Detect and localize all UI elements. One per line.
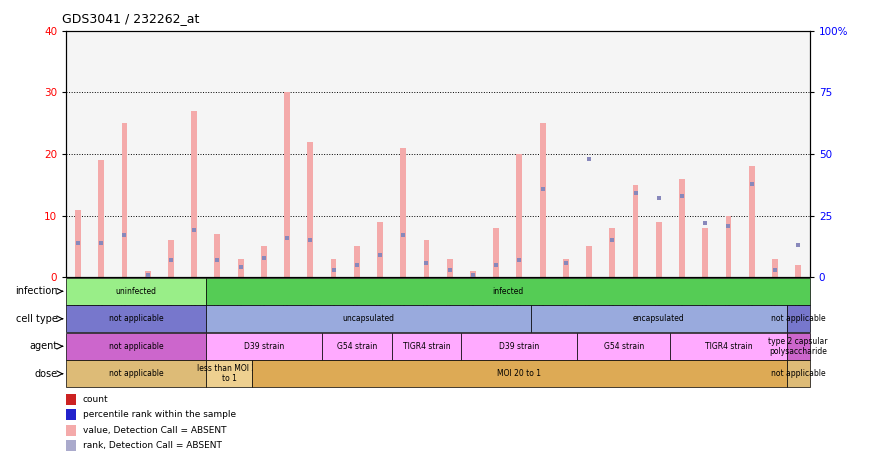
Bar [354, 246, 359, 277]
Text: not applicable: not applicable [109, 314, 164, 323]
Bar [447, 259, 452, 277]
Bar [238, 259, 243, 277]
Text: encapsulated: encapsulated [633, 314, 685, 323]
Bar [563, 259, 569, 277]
Text: G54 strain: G54 strain [604, 342, 644, 351]
Bar [191, 111, 197, 277]
Bar [66, 440, 76, 451]
Bar [66, 425, 76, 436]
Bar [586, 246, 592, 277]
Bar [656, 222, 662, 277]
Bar [610, 228, 615, 277]
Bar [168, 240, 173, 277]
Bar [377, 222, 383, 277]
Bar [145, 271, 150, 277]
Text: not applicable: not applicable [771, 314, 826, 323]
Bar [679, 179, 685, 277]
Text: count: count [83, 395, 108, 404]
Text: uninfected: uninfected [116, 287, 157, 296]
Bar [98, 160, 104, 277]
Text: type 2 capsular
polysaccharide: type 2 capsular polysaccharide [768, 337, 827, 356]
Text: cell type: cell type [16, 314, 58, 324]
Text: not applicable: not applicable [771, 369, 826, 378]
Bar [121, 123, 127, 277]
Bar [331, 259, 336, 277]
Bar [470, 271, 476, 277]
Text: infection: infection [15, 286, 58, 296]
Text: not applicable: not applicable [109, 369, 164, 378]
Text: infected: infected [492, 287, 523, 296]
Bar [633, 185, 638, 277]
Bar [796, 265, 801, 277]
Bar [261, 246, 266, 277]
Text: MOI 20 to 1: MOI 20 to 1 [497, 369, 542, 378]
Bar [284, 92, 290, 277]
Text: not applicable: not applicable [109, 342, 164, 351]
Bar [540, 123, 545, 277]
Bar [400, 148, 406, 277]
Bar [517, 154, 522, 277]
Text: GDS3041 / 232262_at: GDS3041 / 232262_at [62, 12, 199, 25]
Bar [307, 142, 313, 277]
Bar [493, 228, 499, 277]
Bar [75, 210, 81, 277]
Bar [424, 240, 429, 277]
Text: percentile rank within the sample: percentile rank within the sample [83, 410, 236, 419]
Text: TIGR4 strain: TIGR4 strain [403, 342, 450, 351]
Text: G54 strain: G54 strain [336, 342, 377, 351]
Text: less than MOI 20
to 1: less than MOI 20 to 1 [197, 365, 261, 383]
Text: uncapsulated: uncapsulated [342, 314, 395, 323]
Bar [66, 409, 76, 420]
Bar [726, 216, 731, 277]
Text: rank, Detection Call = ABSENT: rank, Detection Call = ABSENT [83, 441, 221, 450]
Bar [66, 394, 76, 405]
Bar [772, 259, 778, 277]
Bar [703, 228, 708, 277]
Text: agent: agent [29, 341, 58, 351]
Text: D39 strain: D39 strain [243, 342, 284, 351]
Bar [749, 166, 755, 277]
Bar [214, 234, 220, 277]
Text: TIGR4 strain: TIGR4 strain [704, 342, 752, 351]
Text: D39 strain: D39 strain [499, 342, 540, 351]
Text: dose: dose [35, 369, 58, 379]
Text: value, Detection Call = ABSENT: value, Detection Call = ABSENT [83, 426, 227, 435]
